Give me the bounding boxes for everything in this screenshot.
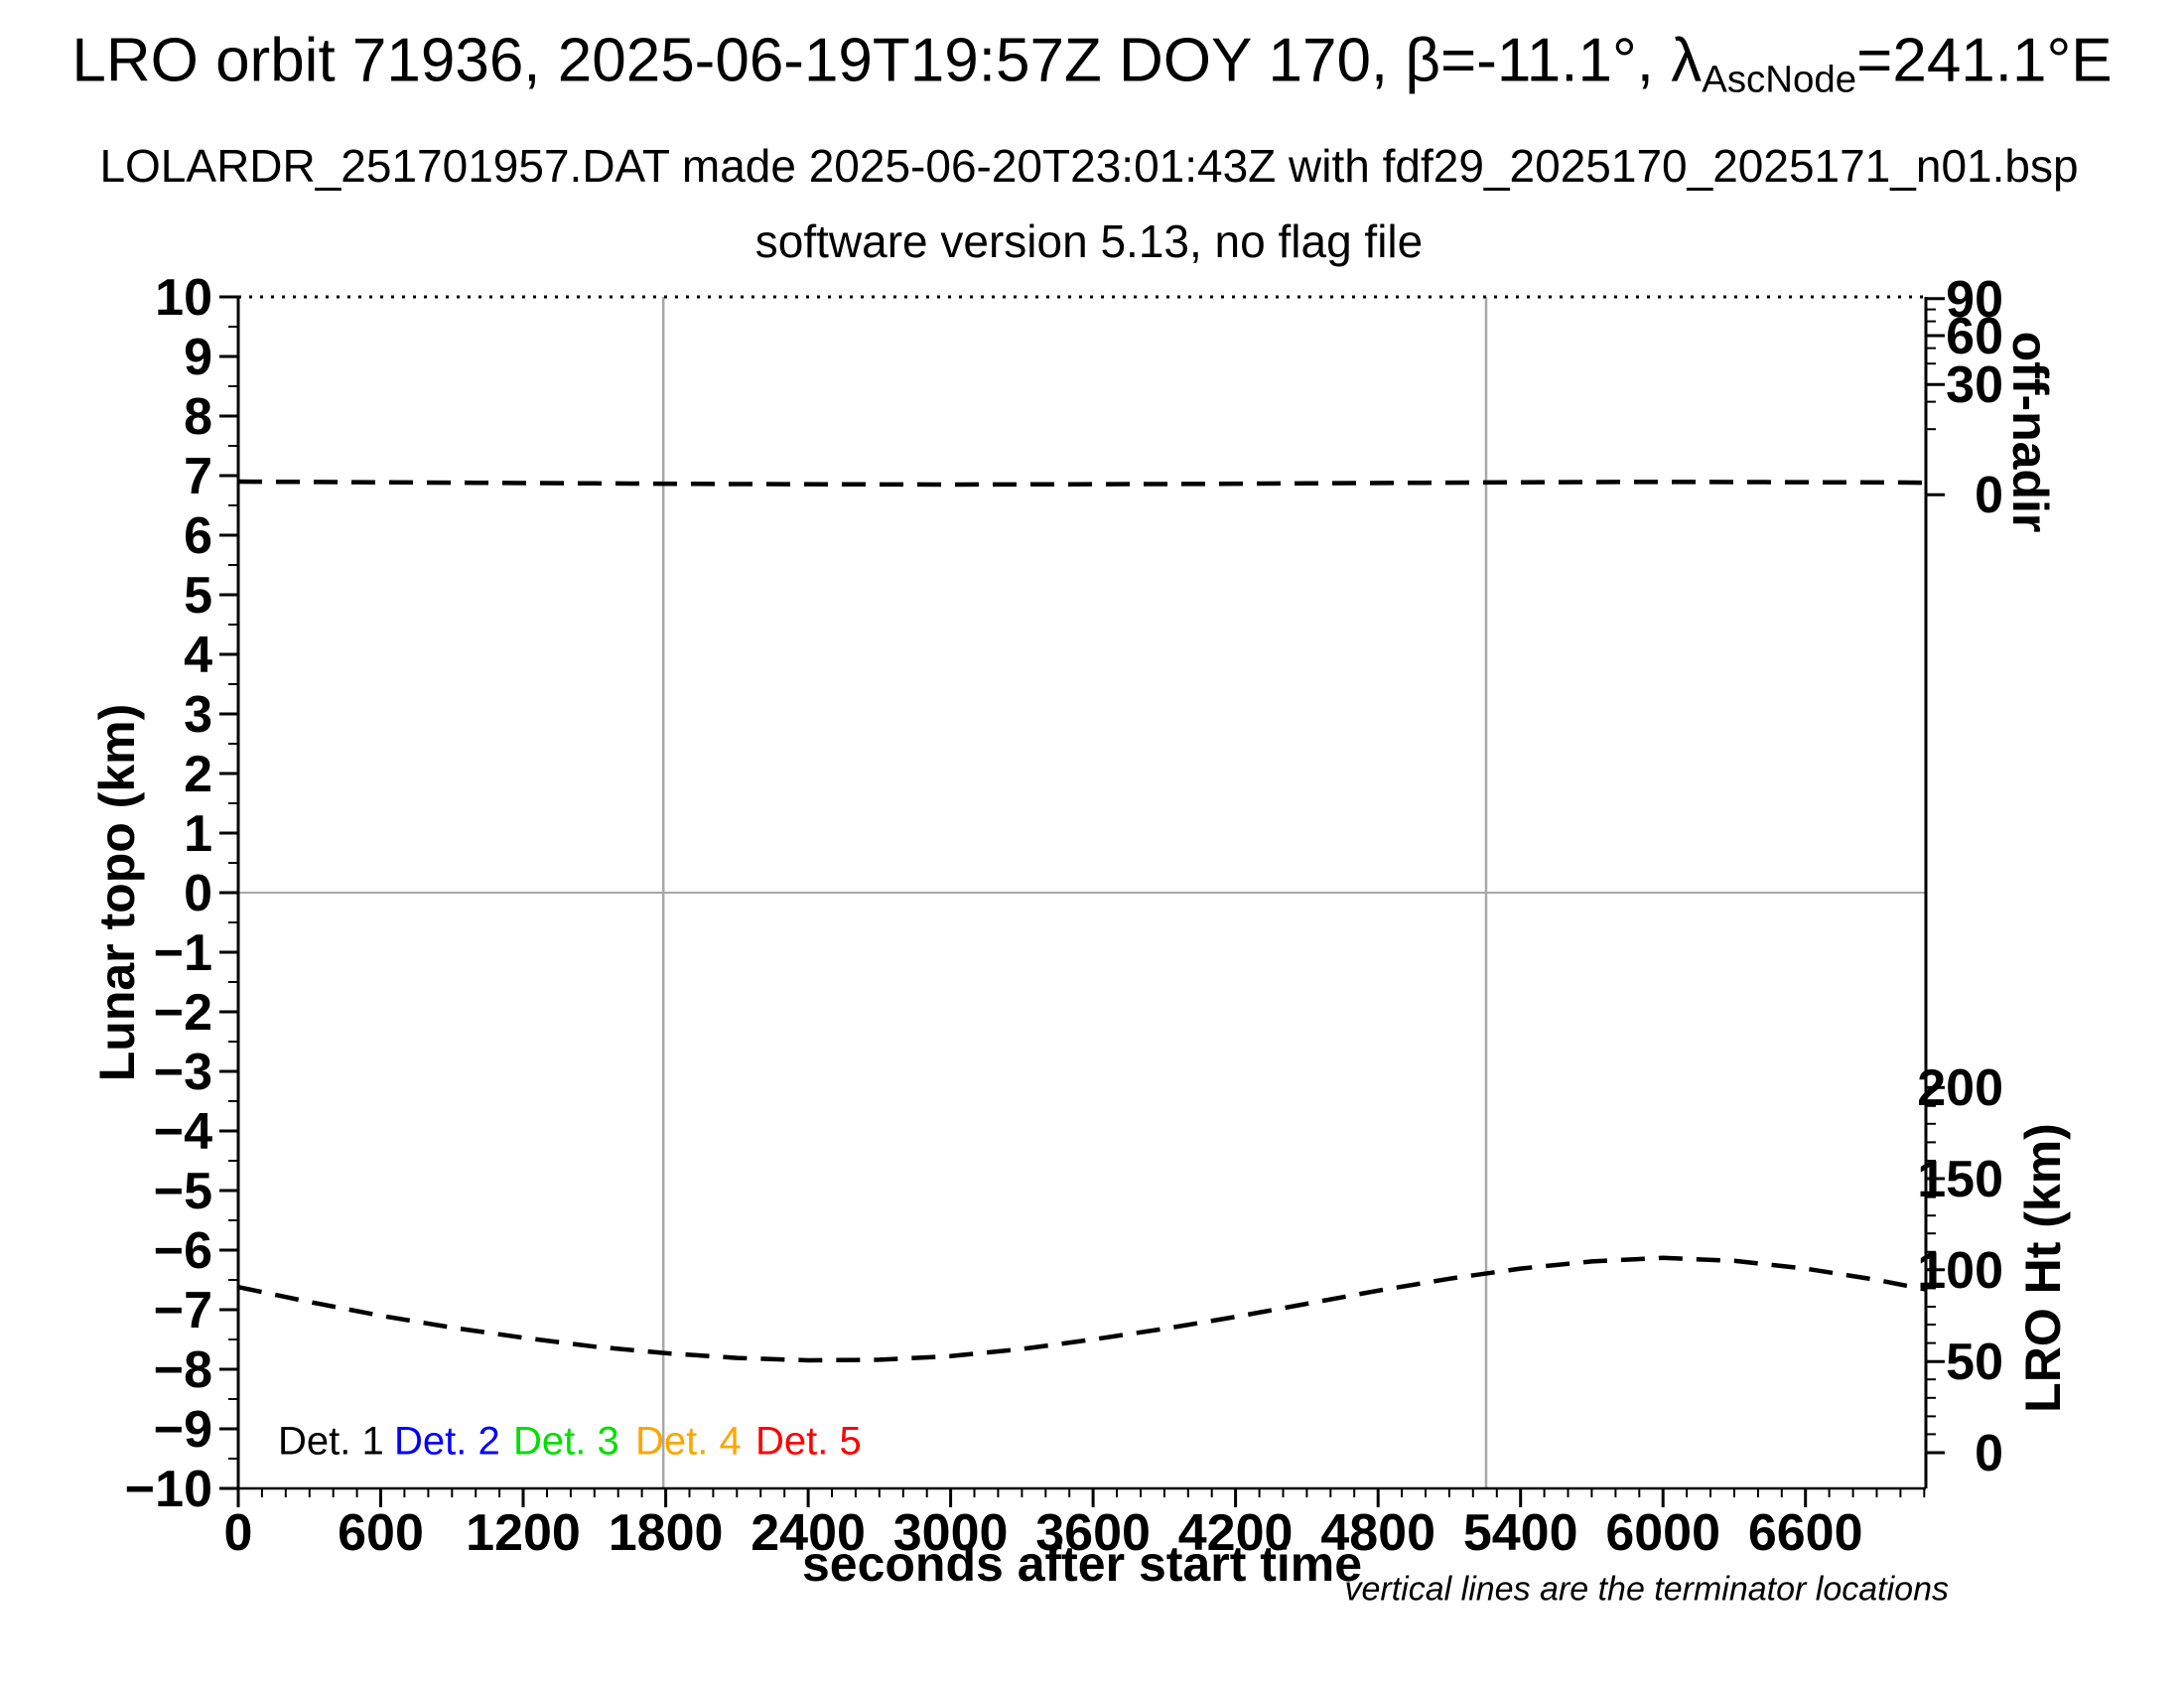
right-axis-title-lro-ht: LRO Ht (km) [2015, 1123, 2071, 1413]
svg-text:1800: 1800 [609, 1504, 724, 1562]
svg-text:4: 4 [184, 627, 212, 684]
svg-text:3600: 3600 [1035, 1504, 1151, 1562]
svg-text:60: 60 [1946, 308, 2003, 365]
svg-text:2: 2 [184, 746, 212, 803]
svg-text:−6: −6 [154, 1222, 212, 1280]
svg-text:−4: −4 [154, 1103, 212, 1161]
title-tail: =241.1°E [1856, 26, 2113, 95]
svg-text:2400: 2400 [751, 1504, 866, 1562]
svg-text:30: 30 [1946, 356, 2003, 414]
page-title: LRO orbit 71936, 2025-06-19T19:57Z DOY 1… [71, 26, 2112, 102]
legend-item-det-5: Det. 5 [755, 1419, 862, 1464]
svg-text:6600: 6600 [1748, 1504, 1863, 1562]
title-subscript: AscNode [1702, 58, 1857, 101]
legend-item-det-3: Det. 3 [513, 1419, 619, 1464]
right-axis-title-off-nadir: off-nadir [2002, 331, 2058, 533]
svg-text:−10: −10 [125, 1461, 212, 1518]
svg-text:8: 8 [184, 388, 212, 446]
y-axis-title-lunar-topo: Lunar topo (km) [89, 703, 145, 1082]
svg-text:5400: 5400 [1463, 1504, 1578, 1562]
svg-text:0: 0 [184, 865, 212, 922]
svg-text:7: 7 [184, 448, 212, 505]
legend-item-det-2: Det. 2 [394, 1419, 500, 1464]
svg-text:0: 0 [224, 1504, 253, 1562]
svg-text:−7: −7 [154, 1282, 212, 1339]
svg-text:3: 3 [184, 686, 212, 744]
svg-text:90: 90 [1946, 271, 2003, 329]
svg-text:1200: 1200 [466, 1504, 581, 1562]
svg-text:150: 150 [1917, 1151, 2003, 1208]
svg-text:100: 100 [1917, 1242, 2003, 1300]
svg-text:6000: 6000 [1605, 1504, 1720, 1562]
svg-text:4800: 4800 [1320, 1504, 1435, 1562]
svg-text:−1: −1 [154, 924, 212, 982]
svg-text:50: 50 [1946, 1334, 2003, 1391]
x-axis-title: seconds after start time [801, 1536, 1363, 1592]
svg-text:5: 5 [184, 567, 212, 625]
terminator-note: vertical lines are the terminator locati… [1344, 1570, 1950, 1609]
svg-text:3000: 3000 [893, 1504, 1009, 1562]
legend-item-det-4: Det. 4 [635, 1419, 742, 1464]
svg-text:200: 200 [1917, 1059, 2003, 1117]
svg-text:−8: −8 [154, 1341, 212, 1399]
svg-text:−5: −5 [154, 1163, 212, 1220]
legend-item-det-1: Det. 1 [278, 1419, 384, 1464]
svg-text:0: 0 [1975, 1425, 2003, 1482]
subtitle-file-info: LOLARDR_251701957.DAT made 2025-06-20T23… [99, 140, 2079, 192]
svg-text:1: 1 [184, 805, 212, 863]
svg-text:6: 6 [184, 507, 212, 565]
svg-text:4200: 4200 [1178, 1504, 1294, 1562]
svg-text:10: 10 [155, 269, 212, 327]
svg-text:−3: −3 [154, 1044, 212, 1101]
svg-text:600: 600 [338, 1504, 424, 1562]
title-main: LRO orbit 71936, 2025-06-19T19:57Z DOY 1… [71, 26, 1703, 95]
svg-text:9: 9 [184, 329, 212, 386]
svg-text:−2: −2 [154, 984, 212, 1042]
svg-text:−9: −9 [154, 1401, 212, 1459]
subtitle-software-version: software version 5.13, no flag file [754, 215, 1424, 267]
svg-text:0: 0 [1975, 467, 2003, 524]
